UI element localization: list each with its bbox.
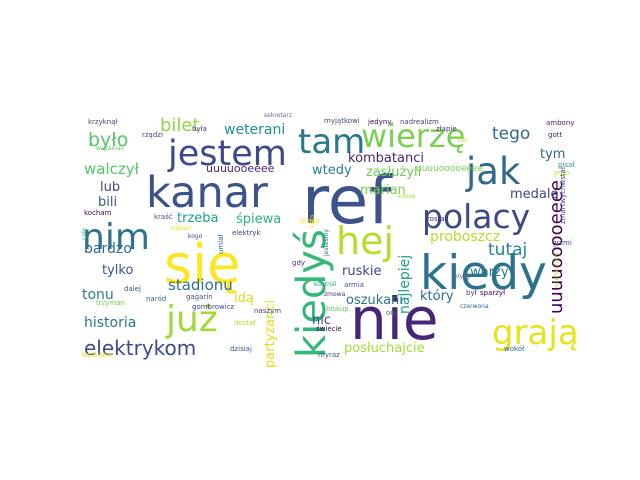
word-trzyman: trzyman xyxy=(96,299,125,307)
word-dyby: dyby xyxy=(456,273,471,280)
word-grzmi: grzmi xyxy=(552,239,572,247)
word-krzyknal: krzyknął xyxy=(88,118,118,126)
word-posluchajcie: posłuchajcie xyxy=(344,341,425,356)
word-krasc: kraść xyxy=(154,213,173,221)
word-bili: bili xyxy=(98,195,118,210)
word-zasluzyli: zasłużyli xyxy=(366,165,422,180)
word-tam: tam xyxy=(298,122,366,162)
word-gagarin: gagarin xyxy=(186,293,213,301)
word-zostal: został xyxy=(426,215,447,223)
word-nic: nic xyxy=(312,313,331,328)
word-wokol: wokół xyxy=(504,345,525,353)
word-byla: była xyxy=(192,125,207,133)
word-jedyny: jedyny xyxy=(368,118,392,126)
word-dalej: dalej xyxy=(124,285,141,293)
word-sekretarz: sekretarz xyxy=(264,112,292,119)
word-ambony: ambony xyxy=(546,119,575,127)
word-uuuuooooeeee-h: uuuuooooeeee xyxy=(416,164,483,174)
word-kiedy: kiedy xyxy=(420,246,547,301)
word-sie: się xyxy=(164,233,241,296)
word-ruskie: ruskie xyxy=(342,264,382,279)
word-ida: idą xyxy=(234,291,254,306)
word-proboszcz: proboszcz xyxy=(430,229,501,245)
word-weterani: weterani xyxy=(224,122,286,138)
word-rzadzi: rządzi xyxy=(142,131,163,139)
word-stadionu: stadionu xyxy=(168,276,233,294)
word-bilet: bilet xyxy=(160,115,200,136)
word-tonu: tonu xyxy=(82,287,114,303)
word-wierze: wierzę xyxy=(361,117,466,155)
word-jak: jak xyxy=(466,150,521,193)
word-swiecie: świecie xyxy=(316,325,342,333)
word-zmowa: zmowa xyxy=(324,291,346,298)
word-jestem: jestem xyxy=(168,134,287,174)
word-kocham: kocham xyxy=(84,209,112,217)
word-lub: lub xyxy=(100,180,121,195)
word-praca: praca xyxy=(300,217,320,225)
word-hej: hej xyxy=(336,219,395,263)
word-tego: tego xyxy=(492,124,531,144)
word-sparzyl: sparzył xyxy=(480,289,506,297)
word-wtedy: wtedy xyxy=(312,163,352,178)
word-tylko: tylko xyxy=(102,263,134,278)
word-milosci: milości xyxy=(170,225,191,232)
word-zlapie: złapie xyxy=(436,125,457,133)
word-gombrowicz: gombrowicz xyxy=(192,303,235,311)
word-too: too xyxy=(458,137,468,144)
word-umial: umiał xyxy=(217,234,225,254)
word-historia: historia xyxy=(84,315,137,331)
word-kontroli: kontroli xyxy=(314,281,337,288)
word-twarzy: twarzy xyxy=(465,265,509,280)
word-elektryk: elektryk xyxy=(232,229,261,237)
word-graja: grają xyxy=(492,313,576,353)
word-medale: medale xyxy=(510,187,559,202)
word-oszukani: oszukani xyxy=(346,293,403,308)
word-kontroler: kontroler xyxy=(82,351,114,359)
word-pisal: pisał xyxy=(558,161,575,169)
word-odznaczony: odznaczony xyxy=(553,252,560,288)
word-oni: oni xyxy=(386,309,397,317)
word-dzisiaj: dzisiaj xyxy=(230,345,252,353)
word-bylo: było xyxy=(88,129,129,151)
word-bardzo: bardzo xyxy=(84,241,132,257)
word-dostal: dostał xyxy=(234,319,256,327)
word-myjatkowi: myjątkowi xyxy=(324,117,360,125)
word-czerwona: czerwona xyxy=(460,303,489,310)
word-jego: jego xyxy=(554,169,569,177)
word-kombatanci: kombatanci xyxy=(348,151,424,166)
word-ref: ref xyxy=(302,162,392,239)
word-byl: był xyxy=(466,289,477,297)
word-jestesmy: jesteśmy xyxy=(323,228,330,256)
word-naszym: naszym xyxy=(254,307,282,315)
word-juz: już xyxy=(166,299,218,340)
word-elektrykom: elektrykom xyxy=(84,336,197,360)
word-kibice: kibice xyxy=(398,193,416,200)
word-uuuuooeeee: uuuuooeeee xyxy=(206,162,275,175)
word-biskup: biskup xyxy=(326,305,349,313)
word-tutaj: tutaj xyxy=(488,240,528,260)
word-myraz: myraz xyxy=(318,351,340,359)
word-narod: naród xyxy=(146,295,167,303)
word-gdy: gdy xyxy=(292,259,306,267)
word-ktory: który xyxy=(420,289,454,304)
word-polacy: polacy xyxy=(422,197,531,236)
word-armia: armia xyxy=(344,281,365,289)
word-nadrealizm: nadrealizm xyxy=(400,118,439,126)
word-kogo: kogo xyxy=(188,233,203,240)
word-tym: tym xyxy=(540,147,566,162)
word-cloud: ref kanar się nie kiedy jestem tam wierz… xyxy=(80,106,576,372)
word-nie: nie xyxy=(350,285,439,353)
word-walczyl: walczył xyxy=(84,160,139,178)
word-zmartwychwstal: zmartwychwstał xyxy=(559,167,567,224)
word-marian: marian xyxy=(360,183,406,198)
word-trzeba: trzeba xyxy=(177,211,219,226)
word-gott: gott xyxy=(548,131,563,139)
word-nim: nim xyxy=(82,217,150,258)
word-caly: cały xyxy=(81,227,88,240)
word-wspaniali: wspaniali xyxy=(96,145,124,152)
word-spiewa: śpiewa xyxy=(236,212,282,227)
word-kanar: kanar xyxy=(146,168,268,218)
